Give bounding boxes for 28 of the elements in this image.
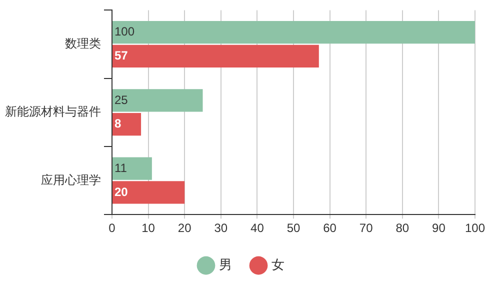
bar — [112, 89, 203, 112]
x-tick-label: 30 — [214, 221, 228, 236]
x-tick-label: 80 — [396, 221, 410, 236]
data-label: 20 — [114, 184, 128, 199]
data-label: 11 — [114, 160, 128, 175]
legend-label: 男 — [219, 257, 232, 272]
x-tick-label: 20 — [178, 221, 192, 236]
bar — [112, 21, 475, 44]
x-tick-label: 70 — [359, 221, 374, 236]
bar — [112, 181, 185, 204]
bar — [112, 157, 152, 180]
legend-label: 女 — [272, 257, 284, 272]
x-tick-label: 50 — [286, 221, 300, 236]
bar — [112, 112, 142, 136]
data-label: 57 — [114, 48, 128, 62]
x-tick-label: 90 — [432, 221, 446, 236]
bar — [112, 44, 319, 68]
y-tick-label: 应用心理学 — [41, 172, 101, 187]
x-tick-label: 0 — [108, 221, 116, 236]
data-label: 100 — [114, 24, 135, 39]
data-label: 25 — [114, 92, 128, 107]
y-tick-label: 数理类 — [65, 36, 101, 51]
x-tick-label: 40 — [250, 221, 264, 236]
x-tick-label: 60 — [323, 221, 337, 236]
x-tick-label: 10 — [142, 221, 156, 236]
x-tick-label: 100 — [464, 221, 486, 236]
y-tick-label: 新能源材料与器件 — [5, 104, 101, 119]
data-label: 8 — [114, 116, 122, 131]
